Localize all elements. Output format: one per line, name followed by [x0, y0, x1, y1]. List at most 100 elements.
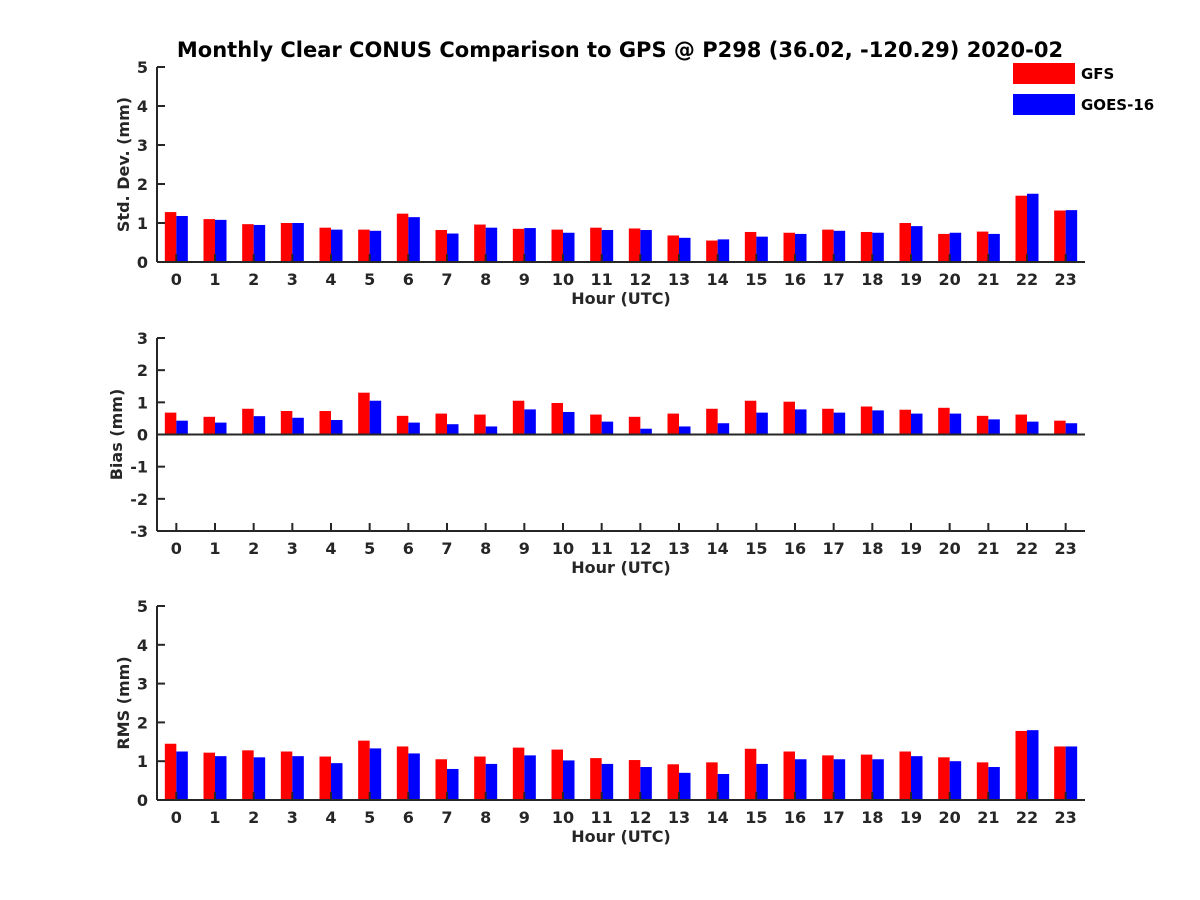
bar-gfs-hour-15: [744, 748, 757, 800]
bar-goes16-hour-12: [640, 230, 652, 262]
bar-goes16-hour-10: [563, 232, 575, 262]
bar-gfs-hour-20: [938, 233, 950, 262]
x-tick-label: 11: [591, 539, 613, 558]
x-tick-label: 6: [403, 808, 414, 827]
y-axis-label: RMS (mm): [114, 656, 133, 749]
x-tick-label: 0: [171, 270, 182, 289]
x-tick-label: 22: [1016, 539, 1038, 558]
x-tick-label: 20: [939, 270, 961, 289]
x-tick-label: 7: [441, 539, 452, 558]
bar-goes16-hour-6: [408, 217, 420, 262]
x-tick-label: 0: [171, 539, 182, 558]
y-tick-label: 2: [137, 713, 148, 732]
x-tick-label: 10: [552, 808, 574, 827]
x-tick-label: 12: [629, 808, 651, 827]
bar-goes16-hour-23: [1065, 210, 1078, 262]
y-axis-label: Bias (mm): [107, 389, 126, 481]
bar-gfs-hour-21: [976, 231, 989, 262]
bar-goes16-hour-21: [988, 233, 1000, 262]
x-tick-label: 18: [861, 539, 883, 558]
bar-goes16-hour-20: [949, 413, 962, 435]
bar-gfs-hour-4: [319, 227, 331, 262]
bar-gfs-hour-9: [512, 400, 525, 435]
bar-gfs-hour-13: [667, 413, 679, 435]
x-tick-label: 8: [480, 808, 491, 827]
x-tick-label: 3: [287, 270, 298, 289]
bar-gfs-hour-15: [744, 231, 757, 262]
bar-goes16-hour-16: [795, 233, 807, 262]
bar-goes16-hour-20: [949, 761, 962, 800]
bar-gfs-hour-11: [590, 758, 602, 800]
x-tick-label: 23: [1055, 270, 1077, 289]
x-tick-label: 13: [668, 270, 690, 289]
bar-gfs-hour-21: [976, 415, 989, 435]
x-tick-label: 13: [668, 539, 690, 558]
bar-goes16-hour-5: [369, 400, 382, 435]
x-tick-label: 18: [861, 808, 883, 827]
bar-gfs-hour-14: [706, 240, 718, 262]
x-tick-label: 23: [1055, 808, 1077, 827]
bar-gfs-hour-19: [899, 223, 911, 262]
bar-gfs-hour-9: [512, 228, 525, 262]
bar-goes16-hour-1: [215, 756, 227, 800]
bar-goes16-hour-5: [369, 230, 382, 262]
x-tick-label: 21: [977, 808, 999, 827]
bar-goes16-hour-1: [215, 422, 227, 435]
y-tick-label: -2: [130, 490, 148, 509]
bar-gfs-hour-23: [1054, 210, 1066, 262]
y-tick-label: 3: [137, 136, 148, 155]
x-tick-label: 21: [977, 270, 999, 289]
bar-gfs-hour-14: [706, 408, 718, 435]
bar-goes16-hour-7: [447, 233, 459, 262]
x-tick-label: 17: [823, 270, 845, 289]
x-tick-label: 14: [707, 539, 729, 558]
bar-goes16-hour-14: [717, 423, 730, 435]
x-tick-label: 19: [900, 808, 922, 827]
bar-gfs-hour-0: [164, 212, 177, 262]
bar-gfs-hour-0: [164, 412, 177, 435]
x-tick-label: 1: [209, 539, 220, 558]
bar-gfs-hour-23: [1054, 746, 1066, 800]
x-tick-label: 8: [480, 270, 491, 289]
bar-goes16-hour-4: [331, 420, 343, 435]
bar-goes16-hour-2: [253, 757, 266, 800]
bar-goes16-hour-15: [756, 412, 768, 435]
bar-gfs-hour-3: [280, 411, 293, 435]
x-tick-label: 15: [745, 539, 767, 558]
bar-goes16-hour-11: [601, 763, 614, 800]
bar-gfs-hour-10: [551, 402, 563, 435]
bar-goes16-hour-3: [292, 223, 304, 262]
y-tick-label: 1: [137, 214, 148, 233]
bar-gfs-hour-7: [435, 413, 447, 435]
bar-goes16-hour-2: [253, 416, 266, 435]
bar-goes16-hour-17: [833, 412, 846, 435]
y-tick-label: -3: [130, 522, 148, 541]
bar-goes16-hour-12: [640, 428, 652, 435]
x-tick-label: 12: [629, 270, 651, 289]
x-tick-label: 15: [745, 270, 767, 289]
bar-goes16-hour-17: [833, 759, 846, 800]
bar-goes16-hour-8: [485, 763, 498, 800]
bar-gfs-hour-13: [667, 764, 679, 800]
bar-goes16-hour-9: [524, 755, 536, 800]
y-tick-label: 5: [137, 597, 148, 616]
y-tick-label: 0: [137, 253, 148, 272]
y-tick-label: 2: [137, 361, 148, 380]
bar-gfs-hour-14: [706, 762, 718, 800]
bar-gfs-hour-8: [474, 414, 486, 435]
y-tick-label: 3: [137, 329, 148, 348]
bar-gfs-hour-19: [899, 751, 911, 800]
bar-goes16-hour-22: [1027, 193, 1039, 262]
bar-gfs-hour-3: [280, 223, 293, 262]
x-tick-label: 7: [441, 808, 452, 827]
bar-goes16-hour-13: [679, 426, 691, 435]
x-tick-label: 1: [209, 270, 220, 289]
x-tick-label: 20: [939, 539, 961, 558]
bar-gfs-hour-5: [358, 740, 370, 800]
bar-gfs-hour-7: [435, 230, 447, 262]
legend-swatch-goes16: [1013, 94, 1075, 115]
x-axis-label: Hour (UTC): [571, 827, 671, 846]
